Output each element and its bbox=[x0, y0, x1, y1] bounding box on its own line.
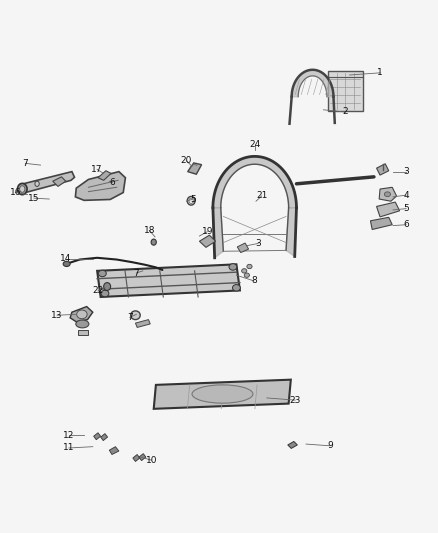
Polygon shape bbox=[97, 264, 240, 297]
Polygon shape bbox=[70, 306, 93, 322]
Text: 7: 7 bbox=[134, 269, 139, 278]
Ellipse shape bbox=[131, 311, 140, 320]
Text: 14: 14 bbox=[60, 254, 71, 263]
Ellipse shape bbox=[77, 310, 87, 319]
Text: 21: 21 bbox=[256, 191, 267, 200]
Text: 24: 24 bbox=[249, 140, 260, 149]
Text: 11: 11 bbox=[63, 443, 74, 453]
Text: 3: 3 bbox=[255, 239, 261, 248]
Text: 20: 20 bbox=[180, 156, 192, 165]
Polygon shape bbox=[371, 217, 392, 230]
Text: 5: 5 bbox=[403, 204, 409, 213]
Text: 17: 17 bbox=[92, 165, 103, 174]
Text: 13: 13 bbox=[51, 311, 63, 320]
Polygon shape bbox=[94, 433, 101, 440]
FancyBboxPatch shape bbox=[328, 71, 363, 111]
Polygon shape bbox=[98, 171, 111, 180]
Polygon shape bbox=[377, 202, 399, 217]
Polygon shape bbox=[187, 163, 201, 174]
Ellipse shape bbox=[192, 385, 253, 403]
Ellipse shape bbox=[63, 261, 70, 266]
Polygon shape bbox=[292, 70, 333, 97]
Ellipse shape bbox=[18, 183, 27, 195]
Text: 23: 23 bbox=[290, 395, 301, 405]
Polygon shape bbox=[213, 208, 223, 258]
Ellipse shape bbox=[101, 290, 109, 297]
Text: 10: 10 bbox=[146, 456, 157, 465]
Text: 7: 7 bbox=[22, 159, 28, 168]
Text: 5: 5 bbox=[190, 195, 196, 204]
Text: 2: 2 bbox=[343, 108, 348, 117]
Text: 4: 4 bbox=[403, 191, 409, 200]
Polygon shape bbox=[75, 172, 125, 200]
Text: 9: 9 bbox=[327, 441, 333, 450]
Text: 15: 15 bbox=[28, 193, 40, 203]
Polygon shape bbox=[154, 379, 291, 409]
Ellipse shape bbox=[35, 181, 39, 187]
Text: 7: 7 bbox=[127, 313, 133, 322]
Text: 16: 16 bbox=[10, 188, 21, 197]
Ellipse shape bbox=[99, 270, 106, 277]
Text: 6: 6 bbox=[403, 220, 409, 229]
Polygon shape bbox=[288, 441, 297, 448]
Polygon shape bbox=[213, 156, 297, 208]
Text: 6: 6 bbox=[110, 178, 115, 187]
Ellipse shape bbox=[20, 186, 25, 192]
Polygon shape bbox=[377, 164, 389, 175]
Ellipse shape bbox=[187, 197, 195, 205]
Polygon shape bbox=[139, 454, 146, 461]
Text: 18: 18 bbox=[144, 226, 155, 235]
Ellipse shape bbox=[151, 239, 156, 245]
Polygon shape bbox=[199, 235, 215, 247]
Text: 19: 19 bbox=[201, 227, 213, 236]
Polygon shape bbox=[53, 177, 66, 187]
Text: 3: 3 bbox=[403, 167, 409, 176]
Text: 1: 1 bbox=[377, 68, 383, 77]
Ellipse shape bbox=[233, 285, 240, 291]
Polygon shape bbox=[135, 320, 150, 327]
Polygon shape bbox=[286, 208, 297, 256]
Polygon shape bbox=[133, 455, 140, 462]
Polygon shape bbox=[110, 447, 119, 455]
Ellipse shape bbox=[244, 273, 250, 277]
Text: 22: 22 bbox=[92, 286, 104, 295]
Polygon shape bbox=[18, 172, 74, 193]
Ellipse shape bbox=[76, 320, 89, 328]
Ellipse shape bbox=[189, 198, 193, 204]
Polygon shape bbox=[237, 243, 249, 253]
Ellipse shape bbox=[104, 282, 111, 290]
Ellipse shape bbox=[242, 269, 247, 273]
Ellipse shape bbox=[229, 264, 237, 270]
Polygon shape bbox=[78, 329, 88, 335]
Ellipse shape bbox=[247, 264, 252, 269]
Polygon shape bbox=[101, 434, 108, 441]
Text: 12: 12 bbox=[63, 431, 74, 440]
Text: 8: 8 bbox=[251, 277, 257, 285]
Polygon shape bbox=[379, 187, 396, 201]
Ellipse shape bbox=[385, 192, 391, 197]
